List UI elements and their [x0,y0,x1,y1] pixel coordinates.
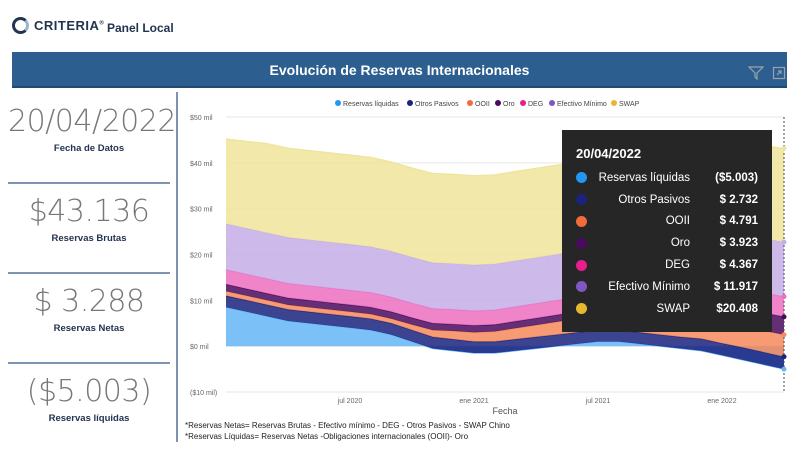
kpi-card-fecha: 20/04/2022 Fecha de Datos [8,104,176,184]
legend-label[interactable]: OOII [475,101,490,108]
footnote: *Reservas Líquidas= Reservas Netas -Obli… [185,432,469,441]
legend-marker-icon [467,100,473,106]
legend-marker-icon [520,100,526,106]
banner-title: Evolución de Reservas Internacionales [269,62,530,78]
x-tick-label: ene 2021 [459,398,488,405]
tooltip-row: OOII $ 4.791 [576,211,758,233]
tooltip-rows: Reservas líquidas ($5.003) Otros Pasivos $ … [576,167,758,320]
y-tick-label: $0 mil [190,344,209,351]
tooltip-series-value: $ 4.791 [719,215,758,228]
kpi-column: 20/04/2022 Fecha de Datos $43.136 Reserv… [8,92,176,448]
legend-marker-icon [335,100,341,106]
tooltip-series-value: $ 3.923 [719,237,758,250]
tooltip-series-name: Reservas líquidas [598,171,690,184]
kpi-card-reservas-liquidas: ($5.003) Reservas líquidas [8,374,170,434]
section-banner: Evolución de Reservas Internacionales [12,52,787,88]
kpi-value: ($5.003) [26,374,152,409]
series-dot-icon [576,172,587,184]
tooltip-series-name: Oro [670,237,690,250]
y-tick-label: $20 mil [190,253,213,260]
legend-label[interactable]: SWAP [619,101,640,108]
tooltip-series-name: OOII [665,215,690,228]
tooltip-series-name: Efectivo Mínimo [608,280,690,293]
logo-mark-icon [12,17,29,34]
tooltip-series-value: $20.408 [716,302,758,315]
tooltip-row: DEG $ 4.367 [576,254,758,276]
area-series[interactable] [226,284,784,335]
footnote: *Reservas Netas= Reservas Brutas - Efect… [185,421,510,430]
tooltip-series-value: $ 4.367 [719,259,758,272]
series-dot-icon [576,303,587,315]
tooltip-series-value: $ 11.917 [713,280,758,293]
brand-logo: CRITERIA® [12,17,104,34]
tooltip-row: Oro $ 3.923 [576,232,758,254]
x-axis: jul 2020 ene 2021 jul 2021 ene 2022 [337,398,737,405]
series-dot-icon [576,194,587,206]
legend-label[interactable]: Efectivo Mínimo [557,101,607,108]
visual-header-icons [748,66,786,80]
focus-mode-icon[interactable] [772,66,786,80]
legend-marker-icon [407,100,413,106]
kpi-card-reservas-brutas: $43.136 Reservas Brutas [8,194,170,274]
tooltip-row: SWAP $20.408 [576,298,758,320]
kpi-value: $43.136 [28,194,150,229]
legend-label[interactable]: DEG [528,101,543,108]
hover-point [781,146,787,152]
series-dot-icon [576,237,587,249]
y-tick-label: ($10 mil) [190,390,217,397]
kpi-label: Fecha de Datos [53,143,125,154]
tooltip-series-name: Otros Pasivos [618,193,690,206]
chart-legend: Reservas líquidas Otros Pasivos OOII Oro DEG… [335,100,640,108]
area-series[interactable] [226,307,784,370]
legend-label[interactable]: Oro [503,101,515,108]
hover-point [781,332,787,338]
tooltip-series-value: $ 2.732 [719,193,758,206]
series-dot-icon [576,215,587,227]
brand-name: CRITERIA® [34,18,105,33]
x-axis-title: Fecha [492,406,517,416]
x-tick-label: ene 2022 [707,398,736,405]
legend-marker-icon [549,100,555,106]
legend-marker-icon [611,100,617,106]
hover-point [781,314,787,320]
x-tick-label: jul 2020 [337,398,363,405]
hover-point [781,294,787,300]
legend-label[interactable]: Otros Pasivos [415,101,459,108]
tooltip-row: Efectivo Mínimo $ 11.917 [576,276,758,298]
tooltip-row: Reservas líquidas ($5.003) [576,167,758,189]
y-tick-label: $40 mil [190,161,213,168]
hover-point [781,354,787,360]
y-tick-label: $50 mil [190,115,213,122]
series-dot-icon [576,259,587,271]
tooltip-series-value: ($5.003) [715,171,758,184]
y-tick-label: $30 mil [190,207,213,214]
tooltip-row: Otros Pasivos $ 2.732 [576,189,758,211]
x-tick-label: jul 2021 [585,398,611,405]
legend-label[interactable]: Reservas líquidas [343,101,399,108]
series-dot-icon [576,281,587,293]
tooltip-series-name: DEG [665,259,690,272]
hover-point [781,239,787,245]
tooltip-date: 20/04/2022 [576,146,642,161]
kpi-label: Reservas líquidas [48,413,130,424]
kpi-card-reservas-netas: $ 3.288 Reservas Netas [8,284,170,364]
top-bar: CRITERIA® Panel Local [0,0,800,48]
footnotes: *Reservas Netas= Reservas Brutas - Efect… [185,420,510,442]
chart-tooltip: 20/04/2022 Reservas líquidas ($5.003) Otro… [562,130,772,332]
kpi-label: Reservas Netas [53,323,125,334]
kpi-label: Reservas Brutas [51,233,127,244]
filter-icon[interactable] [748,66,764,80]
panel-title: Panel Local [107,21,174,35]
kpi-value: $ 3.288 [33,284,145,319]
y-tick-label: $10 mil [190,298,213,305]
y-axis: $50 mil $40 mil $30 mil $20 mil $10 mil $0 mi… [190,115,217,397]
kpi-value: 20/04/2022 [8,104,176,139]
tooltip-series-name: SWAP [656,302,690,315]
legend-marker-icon [495,100,501,106]
hover-point [781,366,787,372]
column-divider [176,92,178,442]
